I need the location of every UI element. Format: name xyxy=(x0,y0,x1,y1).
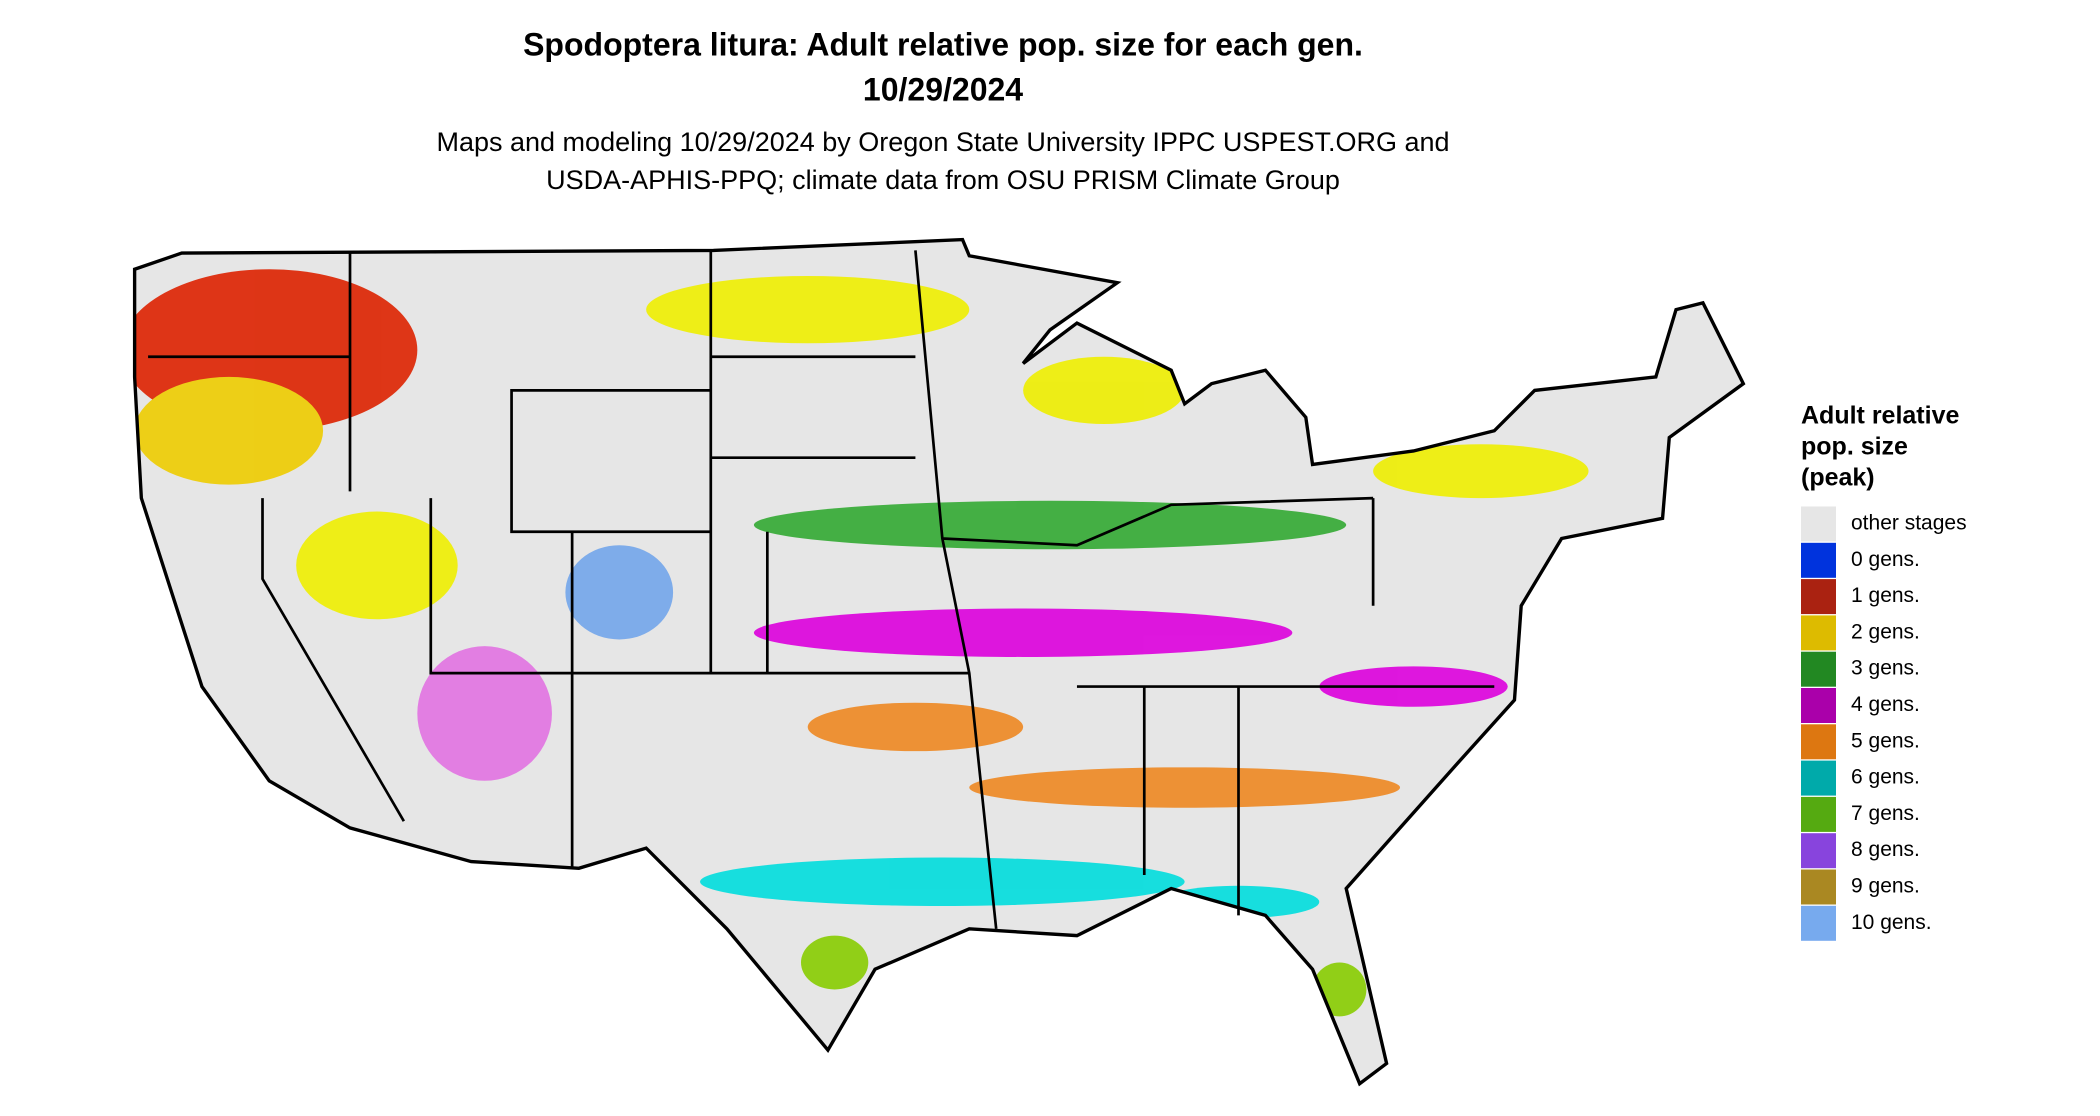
legend-swatch xyxy=(1801,760,1836,796)
title: Spodoptera litura: Adult relative pop. s… xyxy=(523,26,1363,62)
state-borders xyxy=(148,250,1495,930)
legend-label: 10 gens. xyxy=(1851,911,1932,934)
map xyxy=(132,237,1746,1086)
legend: Adult relative pop. size (peak) other st… xyxy=(1801,402,1967,941)
subtitle: USDA-APHIS-PPQ; climate data from OSU PR… xyxy=(546,165,1340,195)
legend-label: 2 gens. xyxy=(1851,620,1920,643)
legend-label: 3 gens. xyxy=(1851,657,1920,680)
legend-swatch xyxy=(1801,796,1836,832)
subtitle: Maps and modeling 10/29/2024 by Oregon S… xyxy=(436,127,1449,157)
legend-swatch xyxy=(1801,651,1836,687)
legend-label: 9 gens. xyxy=(1851,875,1920,898)
legend-label: 6 gens. xyxy=(1851,766,1920,789)
legend-title: Adult relative xyxy=(1801,402,1959,430)
legend-label: 7 gens. xyxy=(1851,802,1920,825)
legend-label: 1 gens. xyxy=(1851,584,1920,607)
legend-label: 8 gens. xyxy=(1851,838,1920,861)
legend-title: (peak) xyxy=(1801,464,1875,492)
legend-swatch xyxy=(1801,688,1836,723)
legend-swatch xyxy=(1801,542,1836,578)
legend-swatch xyxy=(1801,506,1836,542)
title: 10/29/2024 xyxy=(863,71,1023,107)
legend-swatch xyxy=(1801,905,1836,941)
legend-swatch xyxy=(1801,833,1836,869)
legend-title: pop. size xyxy=(1801,433,1908,461)
legend-swatch xyxy=(1801,869,1836,905)
legend-swatch xyxy=(1801,615,1836,651)
legend-label: 5 gens. xyxy=(1851,729,1920,752)
legend-swatch xyxy=(1801,579,1836,615)
legend-swatch xyxy=(1801,724,1836,760)
legend-label: other stages xyxy=(1851,512,1967,535)
legend-label: 0 gens. xyxy=(1851,548,1920,571)
legend-label: 4 gens. xyxy=(1851,693,1920,716)
